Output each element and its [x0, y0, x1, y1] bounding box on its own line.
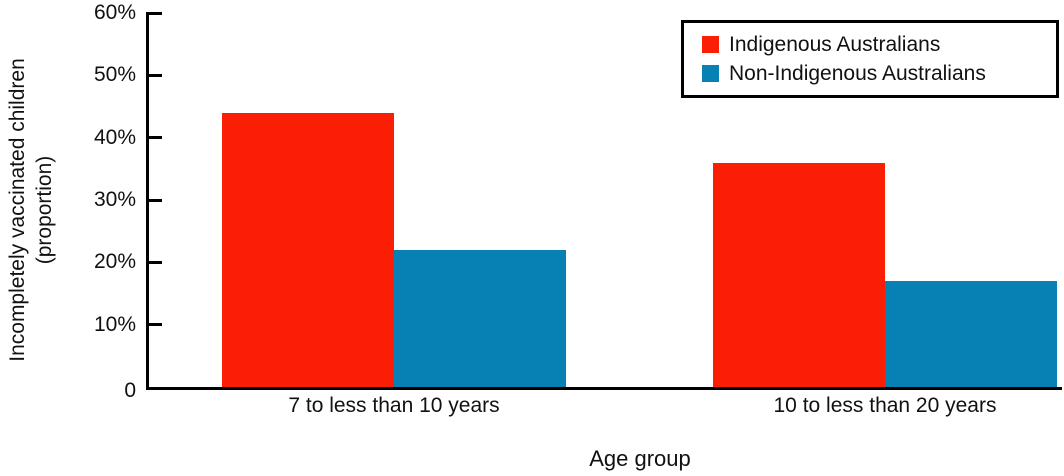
y-tick-mark-60	[146, 11, 162, 15]
bar-indigenous-group2	[713, 162, 885, 387]
y-tick-label-60: 60%	[93, 1, 136, 24]
legend-swatch-icon	[702, 36, 719, 53]
legend-item-2: Non-Indigenous Australians	[702, 59, 1056, 88]
legend-label: Non-Indigenous Australians	[729, 61, 986, 85]
bar-non-indigenous-group2	[885, 281, 1057, 387]
y-tick-label-20: 20%	[93, 250, 136, 274]
y-tick-mark-10	[146, 323, 162, 327]
y-tick-label-10: 10%	[93, 312, 136, 336]
bar-indigenous-group1	[222, 112, 394, 387]
y-tick-mark-50	[146, 73, 162, 77]
x-category-label-2: 10 to less than 20 years	[773, 394, 997, 417]
y-tick-mark-20	[146, 260, 162, 264]
x-category-label-1: 7 to less than 10 years	[288, 394, 500, 417]
bar-non-indigenous-group1	[394, 249, 566, 387]
plot-area	[146, 13, 1062, 390]
y-tick-mark-40	[146, 136, 162, 140]
legend: Indigenous Australians Non-Indigenous Aus…	[681, 20, 1059, 98]
y-tick-label-50: 50%	[93, 63, 136, 87]
y-tick-mark-30	[146, 198, 162, 202]
y-tick-label-40: 40%	[93, 125, 136, 149]
legend-swatch-icon	[702, 65, 719, 82]
legend-label: Indigenous Australians	[729, 32, 941, 56]
y-tick-label-0: 0	[124, 379, 136, 402]
x-axis-title: Age group	[589, 446, 691, 471]
legend-item-1: Indigenous Australians	[702, 30, 1056, 59]
y-tick-label-30: 30%	[93, 188, 136, 211]
